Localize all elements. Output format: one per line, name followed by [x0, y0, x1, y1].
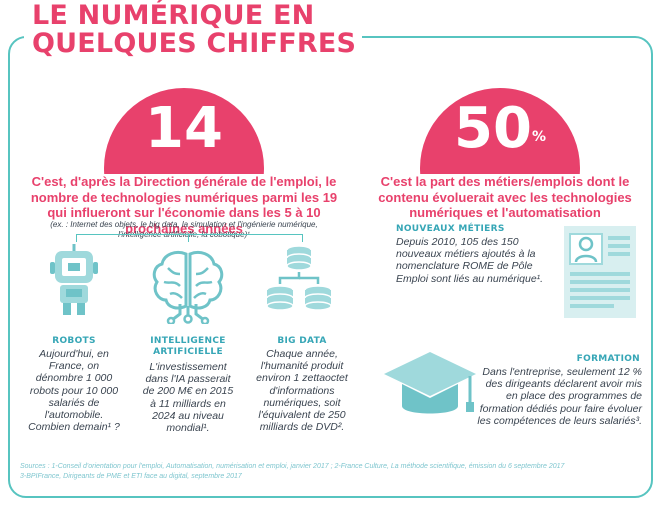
resume-document-icon: [560, 222, 640, 322]
bigdata-heading-line: BIG DATA: [277, 336, 327, 346]
big-number: 14: [96, 94, 272, 164]
left-note: (ex. : Internet des objets, le big data,…: [50, 220, 318, 239]
robot-icon: [46, 244, 102, 318]
big-number-value: 14: [145, 96, 223, 161]
big-number-value: 50: [454, 96, 532, 161]
nouveaux-metiers-heading: NOUVEAUX MÉTIERS: [396, 224, 505, 234]
bracket-tick: [76, 234, 77, 242]
formation-body: Dans l'entreprise, seulement 12 % des di…: [477, 366, 642, 427]
sources-line2: 3-BPIFrance, Dirigeants de PME et ETI fa…: [20, 473, 242, 480]
right-lead-text: C'est la part des métiers/emplois dont l…: [378, 174, 632, 220]
nouveaux-metiers-body: Depuis 2010, 105 des 150 nouveaux métier…: [396, 236, 544, 285]
ia-heading-line1: INTELLIGENCE: [150, 336, 226, 346]
bracket-tick: [188, 234, 189, 242]
frame-gap: [24, 28, 362, 52]
big-number-14-badge: 14: [96, 86, 272, 174]
bracket-line: [76, 234, 302, 235]
ia-heading-line2: ARTIFICIELLE: [153, 347, 223, 357]
page-title: LE NUMÉRIQUE EN QUELQUES CHIFFRES: [32, 2, 372, 58]
ia-body: L'investissement dans l'IA passerait de …: [142, 361, 234, 435]
bigdata-body: Chaque année, l'humanité produit environ…: [256, 348, 348, 434]
robots-heading: ROBOTS: [22, 336, 126, 347]
robots-body: Aujourd'hui, en France, on dénombre 1 00…: [28, 348, 120, 434]
database-icon: [258, 244, 340, 316]
big-number-50-badge: 50%: [412, 86, 588, 174]
page-title-line1: LE NUMÉRIQUE EN: [32, 0, 315, 31]
graduation-cap-icon: [380, 344, 480, 430]
big-number: 50%: [412, 94, 588, 164]
robots-heading-line: ROBOTS: [52, 336, 96, 346]
bigdata-heading: BIG DATA: [250, 336, 354, 347]
brain-circuit-icon: [150, 244, 226, 326]
sources-footnote: Sources : 1-Conseil d'orientation pour l…: [20, 462, 640, 482]
ia-heading: INTELLIGENCE ARTIFICIELLE: [136, 336, 240, 358]
big-number-unit: %: [531, 129, 546, 145]
bracket-tick: [302, 234, 303, 242]
formation-heading: FORMATION: [576, 354, 640, 364]
left-lead-text: C'est, d'après la Direction générale de …: [30, 174, 338, 236]
page-title-line2: QUELQUES CHIFFRES: [32, 28, 357, 59]
sources-line1: Sources : 1-Conseil d'orientation pour l…: [20, 463, 565, 470]
